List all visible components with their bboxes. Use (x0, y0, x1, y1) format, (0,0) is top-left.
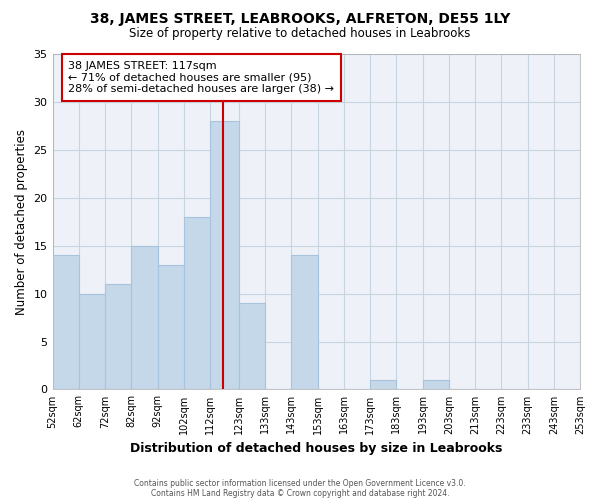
Bar (79, 294, 105, 390)
Bar (370, 380, 397, 390)
Bar (184, 217, 210, 390)
Text: Size of property relative to detached houses in Leabrooks: Size of property relative to detached ho… (130, 28, 470, 40)
Text: 38 JAMES STREET: 117sqm
← 71% of detached houses are smaller (95)
28% of semi-de: 38 JAMES STREET: 117sqm ← 71% of detache… (68, 60, 334, 94)
X-axis label: Distribution of detached houses by size in Leabrooks: Distribution of detached houses by size … (130, 442, 502, 455)
Bar (210, 121, 239, 390)
Text: 38, JAMES STREET, LEABROOKS, ALFRETON, DE55 1LY: 38, JAMES STREET, LEABROOKS, ALFRETON, D… (90, 12, 510, 26)
Bar (422, 380, 449, 390)
Bar (292, 256, 317, 390)
Text: Contains HM Land Registry data © Crown copyright and database right 2024.: Contains HM Land Registry data © Crown c… (151, 488, 449, 498)
Bar (239, 303, 265, 390)
Y-axis label: Number of detached properties: Number of detached properties (15, 128, 28, 314)
Text: Contains public sector information licensed under the Open Government Licence v3: Contains public sector information licen… (134, 478, 466, 488)
Bar (131, 246, 158, 390)
Bar (53, 256, 79, 390)
Bar (105, 284, 131, 390)
Bar (158, 265, 184, 390)
